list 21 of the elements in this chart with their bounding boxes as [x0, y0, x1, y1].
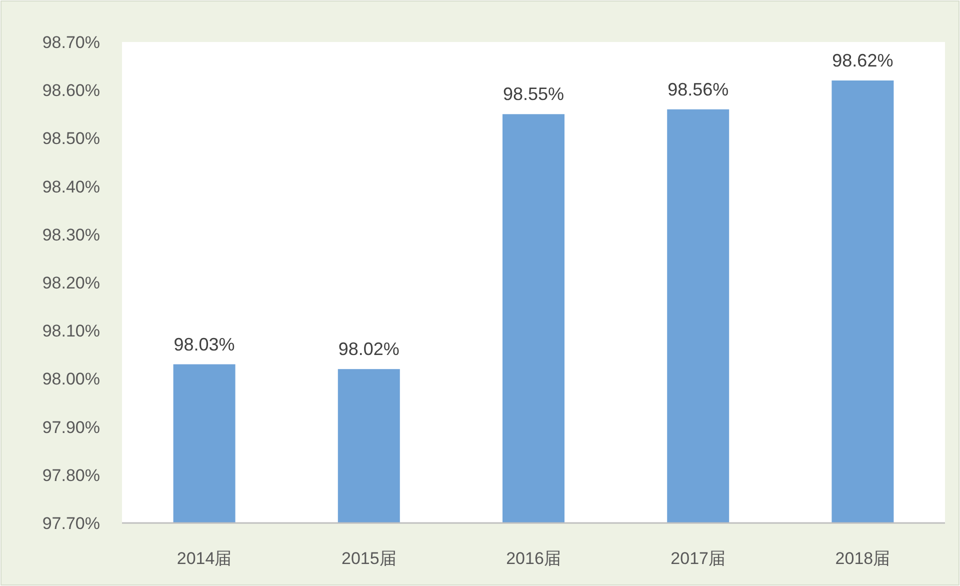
y-tick-label: 97.90%	[42, 418, 100, 437]
data-label: 98.62%	[832, 50, 894, 70]
x-tick-label: 2016届	[506, 549, 561, 568]
y-tick-label: 98.10%	[42, 322, 100, 341]
y-tick-label: 98.60%	[42, 81, 100, 100]
y-tick-label: 98.50%	[42, 129, 100, 148]
y-tick-label: 98.00%	[42, 370, 100, 389]
data-label: 98.56%	[668, 79, 729, 100]
x-tick-label: 2014届	[176, 549, 232, 568]
data-label: 98.55%	[502, 84, 564, 104]
y-tick-label: 98.40%	[42, 177, 100, 196]
y-tick-label: 98.70%	[42, 33, 100, 52]
data-label: 98.03%	[174, 334, 235, 354]
x-tick-label: 2018届	[835, 549, 890, 568]
x-tick-label: 2017届	[670, 549, 726, 568]
y-tick-label: 98.30%	[42, 225, 100, 244]
y-tick-label: 97.80%	[42, 466, 100, 485]
data-label: 98.02%	[338, 339, 400, 360]
y-tick-label: 97.70%	[42, 514, 100, 533]
y-tick-label: 98.20%	[42, 274, 100, 292]
x-tick-label: 2015届	[341, 549, 396, 568]
